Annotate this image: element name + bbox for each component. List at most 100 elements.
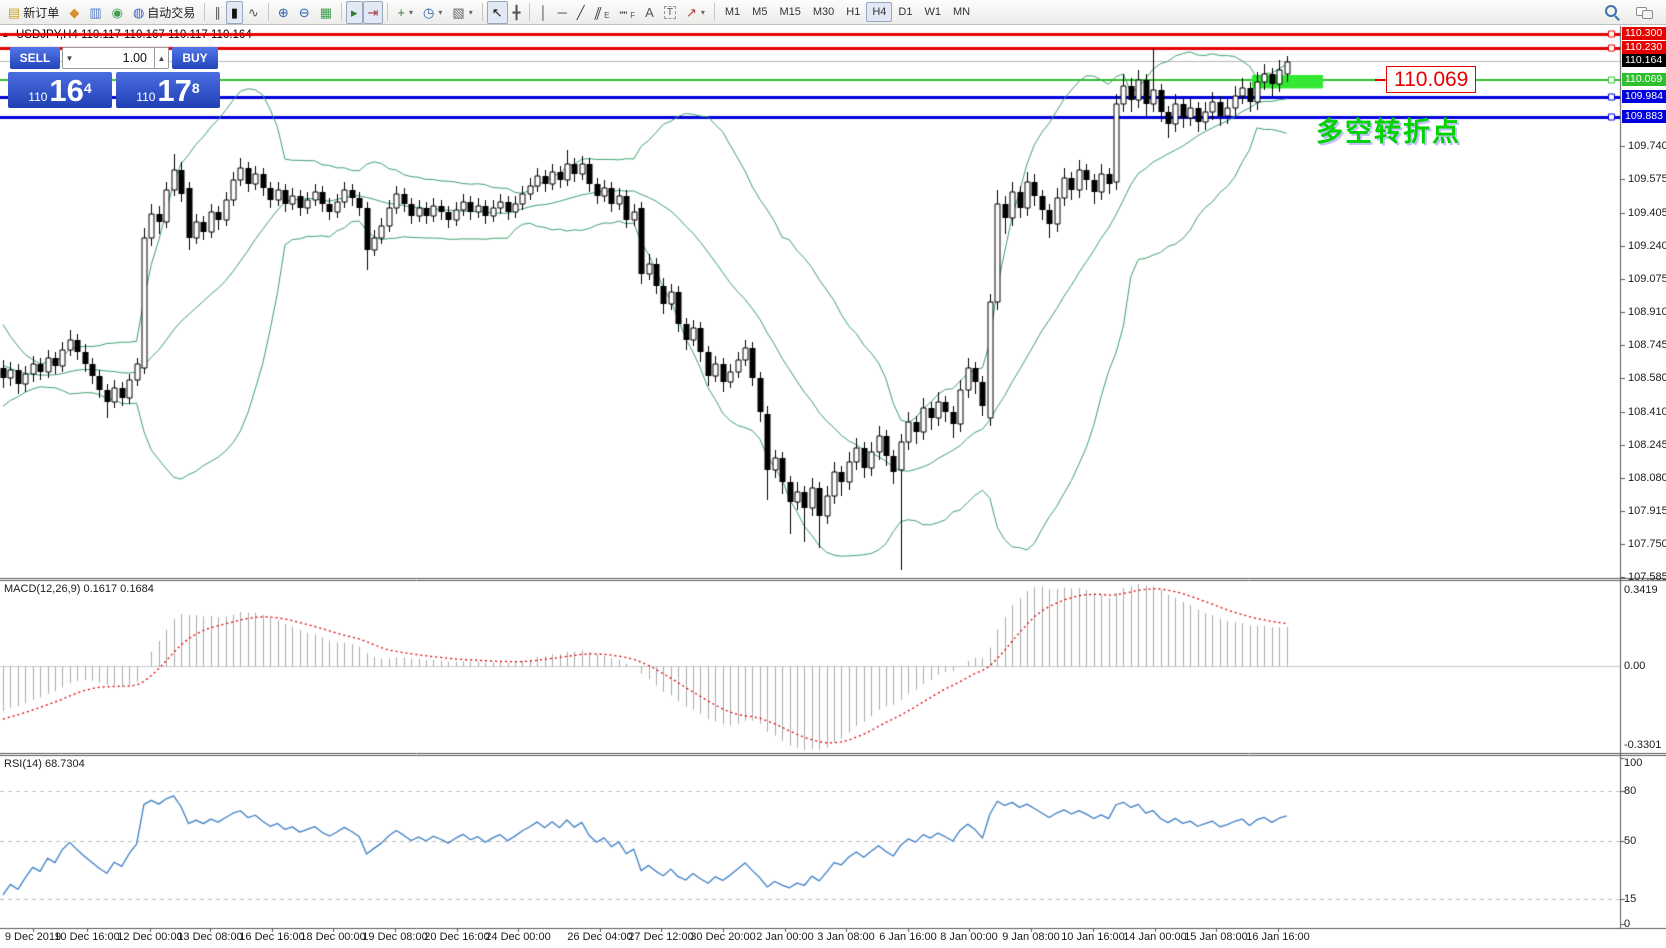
toolbar-button-cursor[interactable]: ↖ bbox=[486, 0, 508, 24]
search-icon bbox=[1604, 4, 1620, 20]
toolbar-button-candle-chart-type[interactable]: ▮ bbox=[225, 0, 243, 24]
timeframe-button-m1[interactable]: M1 bbox=[724, 6, 741, 18]
bid-big-digits: 16 bbox=[49, 73, 84, 108]
y-axis-tick-label: 108.580 bbox=[1628, 372, 1666, 384]
timeframe-button-h1[interactable]: H1 bbox=[846, 6, 861, 18]
periods-icon: ◷ bbox=[423, 4, 435, 20]
toolbar-button-text-tool[interactable]: A bbox=[640, 1, 659, 24]
price-level-label: 110.164 bbox=[1622, 54, 1666, 68]
templates-dropdown-icon[interactable]: ▾ bbox=[468, 7, 473, 17]
x-axis-tick-label: 15 Jan 08:00 bbox=[1184, 931, 1248, 943]
fibonacci-icon: ┉ bbox=[619, 4, 628, 20]
indicators-icon: + bbox=[397, 4, 406, 20]
timeframe-button-w1[interactable]: W1 bbox=[924, 6, 941, 18]
toolbar-button-crosshair[interactable]: ╋ bbox=[508, 1, 526, 24]
toolbar-button-horizontal-line[interactable]: ─ bbox=[553, 1, 572, 24]
y-axis-tick-label: 108.410 bbox=[1628, 406, 1666, 418]
toolbar-button-tile-windows[interactable]: ▦ bbox=[315, 1, 337, 24]
toolbar-button-chart-shift[interactable]: ⇥ bbox=[362, 0, 384, 24]
toolbar-button-text-label-tool[interactable]: T bbox=[659, 1, 681, 24]
chat-icon bbox=[1636, 5, 1654, 20]
sell-button[interactable]: SELL bbox=[10, 47, 60, 69]
price-level-label: 110.300 bbox=[1622, 27, 1666, 40]
volume-input[interactable]: 1.00 bbox=[76, 47, 155, 69]
toolbar-button-market-watch[interactable]: ▥ bbox=[84, 1, 106, 24]
toolbar-separator bbox=[387, 3, 389, 21]
bid-prefix: 110 bbox=[28, 90, 48, 104]
toolbar-button-equidistant-channel[interactable]: ∥ E bbox=[590, 1, 615, 24]
timeframe-button-h4[interactable]: H4 bbox=[866, 2, 893, 22]
x-axis-tick-label: 30 Dec 20:00 bbox=[690, 931, 756, 943]
zoom-in-icon: ⊕ bbox=[277, 4, 289, 20]
toolbar-separator bbox=[204, 3, 206, 21]
ask-pipette: 8 bbox=[191, 80, 200, 96]
toolbar-button-auto-trading[interactable]: ◍ 自动交易 bbox=[128, 1, 200, 24]
x-axis-tick-label: 27 Dec 12:00 bbox=[628, 931, 694, 943]
toolbar-button-arrow-shapes[interactable]: ↗ ▾ bbox=[681, 1, 710, 24]
bid-price-display[interactable]: 110 16 4 bbox=[8, 72, 112, 108]
toolbar-button-trendline[interactable]: ╱ bbox=[572, 1, 590, 24]
trendline-icon: ╱ bbox=[576, 4, 585, 20]
toolbar-separator bbox=[529, 3, 531, 21]
x-axis-tick-label: 9 Jan 08:00 bbox=[1002, 931, 1060, 943]
cursor-icon: ↖ bbox=[491, 4, 503, 20]
y-axis-tick-label: 107.585 bbox=[1628, 571, 1666, 583]
volume-increase-button[interactable]: ▲ bbox=[154, 47, 169, 69]
timeframe-button-m5[interactable]: M5 bbox=[752, 6, 768, 18]
timeframe-bar: M1 M5 M15 M30 H1 H4 D1 W1 MN bbox=[719, 2, 976, 22]
x-axis-tick-label: 26 Dec 04:00 bbox=[567, 931, 633, 943]
x-axis-tick-label: 10 Dec 16:00 bbox=[54, 931, 120, 943]
horizontal-line-icon: ─ bbox=[557, 4, 567, 20]
vertical-line-icon: │ bbox=[539, 4, 548, 20]
toolbar-button-auto-scroll[interactable]: ▸ bbox=[345, 0, 363, 24]
toolbar-separator bbox=[713, 3, 715, 21]
indicators-dropdown-icon[interactable]: ▾ bbox=[409, 7, 414, 17]
turning-point-annotation[interactable]: 多空转折点 bbox=[1316, 117, 1461, 147]
bar-chart-type-icon: ∥ bbox=[214, 4, 221, 20]
y-axis-tick-label: 108.245 bbox=[1628, 439, 1666, 451]
text-label-tool-icon: T bbox=[663, 5, 676, 19]
toolbar-button-signals[interactable]: ◉ bbox=[107, 1, 128, 24]
x-axis-tick-label: 6 Jan 16:00 bbox=[879, 931, 937, 943]
timeframe-button-mn[interactable]: MN bbox=[952, 6, 971, 18]
arrow-shapes-dropdown-icon[interactable]: ▾ bbox=[700, 7, 705, 17]
price-callout-label[interactable]: 110.069 bbox=[1374, 66, 1477, 93]
toolbar-button-zoom-in[interactable]: ⊕ bbox=[273, 1, 294, 24]
toolbar-button-new-order[interactable]: ▤ 新订单 bbox=[3, 1, 64, 24]
chat-button[interactable] bbox=[1631, 1, 1659, 24]
timeframe-button-m15[interactable]: M15 bbox=[779, 6, 801, 18]
timeframe-button-m30[interactable]: M30 bbox=[812, 6, 835, 18]
text-tool-icon: A bbox=[645, 4, 654, 20]
rsi-scale-label: 100 bbox=[1624, 757, 1643, 769]
x-axis-tick-label: 3 Jan 08:00 bbox=[817, 931, 875, 943]
x-axis-tick-label: 24 Dec 00:00 bbox=[485, 931, 551, 943]
toolbar-button-line-chart-type[interactable]: ∿ bbox=[243, 1, 264, 24]
toolbar-button-fibonacci[interactable]: ┉ F bbox=[614, 1, 640, 24]
buy-button[interactable]: BUY bbox=[172, 47, 218, 69]
signals-icon: ◉ bbox=[111, 4, 123, 20]
toolbar-button-templates[interactable]: ▧ ▾ bbox=[447, 1, 477, 24]
y-axis-tick-label: 107.915 bbox=[1628, 505, 1666, 517]
timeframe-button-d1[interactable]: D1 bbox=[898, 6, 913, 18]
search-button[interactable] bbox=[1599, 1, 1625, 24]
toolbar-button-metaeditor[interactable]: ◆ bbox=[64, 1, 84, 24]
toolbar-button-vertical-line[interactable]: │ bbox=[534, 1, 552, 24]
x-axis-tick-label: 16 Jan 16:00 bbox=[1246, 931, 1310, 943]
market-watch-icon: ▥ bbox=[89, 4, 102, 20]
ask-price-display[interactable]: 110 17 8 bbox=[116, 72, 220, 108]
periods-dropdown-icon[interactable]: ▾ bbox=[438, 7, 443, 17]
toolbar-button-indicators[interactable]: + ▾ bbox=[392, 1, 418, 24]
x-axis-tick-label: 12 Dec 00:00 bbox=[117, 931, 183, 943]
arrow-shapes-icon: ↗ bbox=[685, 4, 697, 20]
rsi-label: RSI(14) 68.7304 bbox=[4, 758, 85, 770]
toolbar-button-bar-chart-type[interactable]: ∥ bbox=[209, 1, 226, 24]
toolbar-button-zoom-out[interactable]: ⊖ bbox=[294, 1, 315, 24]
one-click-trade-panel: SELL ▼ 1.00 ▲ BUY 110 16 4 110 17 8 bbox=[6, 44, 220, 108]
x-axis-tick-label: 19 Dec 08:00 bbox=[362, 931, 428, 943]
ask-prefix: 110 bbox=[136, 90, 156, 104]
crosshair-icon: ╋ bbox=[512, 4, 521, 20]
equidistant-channel-icon: ∥ bbox=[592, 4, 604, 20]
volume-decrease-button[interactable]: ▼ bbox=[62, 47, 77, 69]
toolbar-button-periods[interactable]: ◷ ▾ bbox=[418, 1, 447, 24]
